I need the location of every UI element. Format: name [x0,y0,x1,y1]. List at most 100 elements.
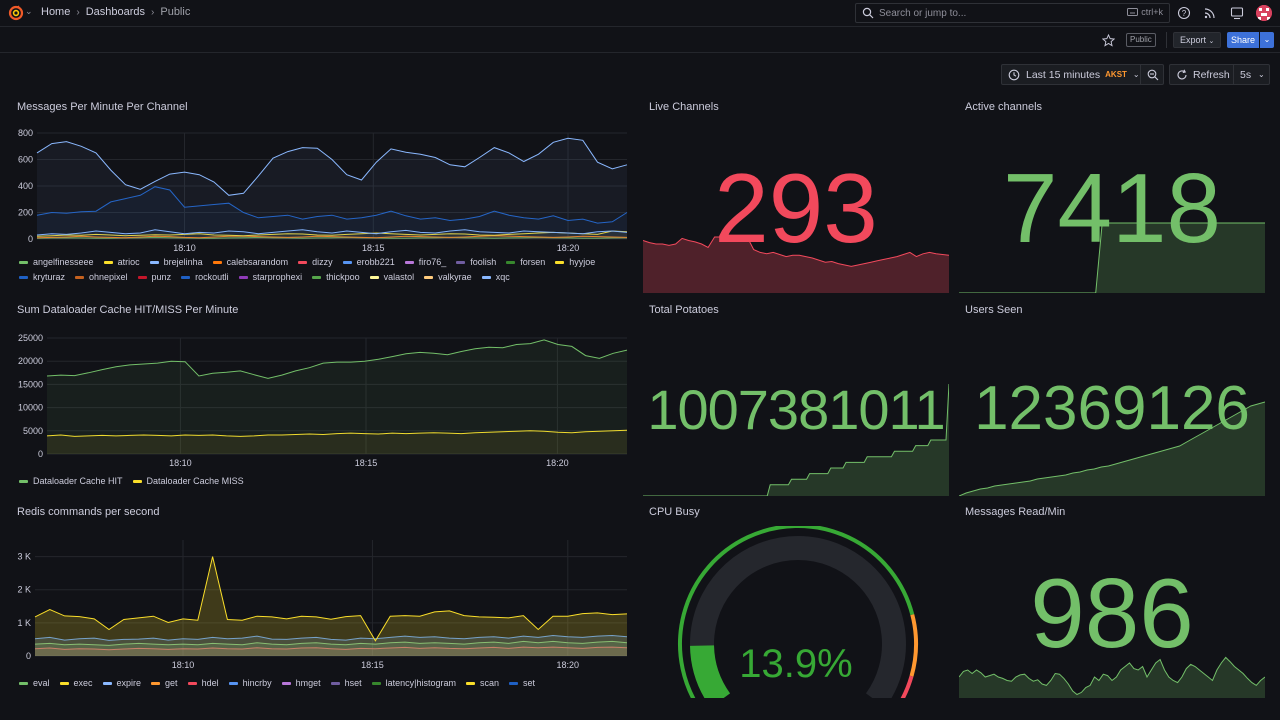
refresh-picker[interactable]: Refresh 5s ⌄ [1169,64,1270,85]
monitor-icon[interactable] [1230,6,1244,20]
legend-item-dataloader[interactable]: Dataloader Cache MISS [132,476,244,486]
chevron-down-icon[interactable]: ⌄ [25,6,33,16]
avatar[interactable] [1256,5,1272,21]
legend-label: firo76_ [418,257,447,267]
rss-icon[interactable] [1203,6,1217,20]
legend-item-redis[interactable]: hset [330,678,362,688]
series-line[interactable] [46,339,628,379]
legend-item-redis[interactable]: latency|histogram [371,678,456,688]
star-icon[interactable] [1102,34,1115,47]
legend-item-messages[interactable]: hyyjoe [555,257,595,267]
y-tick-label: 200 [18,208,33,218]
legend-item-messages[interactable]: punz [137,272,171,282]
y-tick-label: 600 [18,155,33,165]
search-box[interactable]: ctrl+k [855,3,1170,23]
legend-swatch [369,275,379,279]
sparkline-line [643,236,949,267]
messages-timeseries-chart[interactable]: 0 200 400 600 800 18:10 18:15 18:20 [17,125,629,257]
panel-active-channels[interactable]: Active channels 7418 [959,101,1265,293]
panel-dataloader-cache[interactable]: Sum Dataloader Cache HIT/MISS Per Minute… [17,304,629,494]
legend-swatch [75,275,85,279]
messages-read-sparkline [959,656,1265,698]
legend-item-redis[interactable]: exec [59,678,93,688]
legend-item-messages[interactable]: ohnepixel [75,272,128,282]
help-icon[interactable]: ? [1177,6,1191,20]
legend-label: get [165,678,178,688]
legend-item-messages[interactable]: valastol [369,272,414,282]
grafana-logo-icon[interactable] [8,5,24,21]
legend-swatch [59,681,69,685]
share-button[interactable]: Share [1227,32,1259,48]
export-button[interactable]: Export ⌄ [1173,32,1222,48]
legend-swatch [298,260,308,264]
legend-item-messages[interactable]: kryturaz [19,272,65,282]
panel-users-seen[interactable]: Users Seen 12369126 [959,304,1265,496]
legend-item-messages[interactable]: atrioc [103,257,140,267]
series-line[interactable] [34,634,628,641]
legend-item-messages[interactable]: erobb221 [342,257,395,267]
picker-divider [1140,65,1141,84]
share-menu-button[interactable]: ⌄ [1260,32,1274,48]
legend-item-messages[interactable]: foolish [456,257,496,267]
panel-total-potatoes[interactable]: Total Potatoes 1007381011 [643,304,949,496]
series-line[interactable] [34,646,628,651]
legend-item-messages[interactable]: forsen [506,257,545,267]
series-line[interactable] [36,137,628,196]
legend-item-redis[interactable]: scan [466,678,499,688]
series-line[interactable] [34,640,628,646]
legend-item-dataloader[interactable]: Dataloader Cache HIT [19,476,123,486]
legend-item-redis[interactable]: expire [102,678,141,688]
legend-label: valkyrae [438,272,472,282]
series-line[interactable] [36,230,628,237]
series-line[interactable] [36,236,628,239]
series-line[interactable] [36,186,628,224]
search-input[interactable] [879,7,1109,19]
sparkline-area [959,223,1265,293]
panel-cpu-busy[interactable]: CPU Busy 13.9% [643,506,949,698]
series-line[interactable] [34,556,628,642]
legend-item-redis[interactable]: hincrby [228,678,272,688]
zoom-out-icon[interactable] [1147,69,1159,81]
legend-item-messages[interactable]: thickpoo [312,272,360,282]
legend-swatch [481,275,491,279]
legend-item-messages[interactable]: brejelinha [149,257,203,267]
panel-live-channels[interactable]: Live Channels 293 [643,101,949,293]
legend-item-messages[interactable]: valkyrae [424,272,472,282]
panel-messages-per-minute[interactable]: Messages Per Minute Per Channel 0 200 400 6… [17,101,629,291]
legend-item-messages[interactable]: angelfinesseee [19,257,94,267]
legend-item-redis[interactable]: set [509,678,535,688]
legend-swatch [371,681,381,685]
breadcrumb-home[interactable]: Home [41,6,71,18]
legend-item-redis[interactable]: get [151,678,178,688]
breadcrumb-dashboards[interactable]: Dashboards [85,6,146,18]
legend-item-redis[interactable]: eval [19,678,50,688]
users-seen-sparkline [959,401,1265,496]
legend-item-messages[interactable]: dizzy [298,257,333,267]
legend-label: brejelinha [163,257,203,267]
sparkline-area [643,237,949,293]
legend-item-messages[interactable]: starprophexi [238,272,302,282]
panel-redis-commands[interactable]: Redis commands per second 0 1 K 2 K 3 K 18:1… [17,506,629,696]
legend-item-messages[interactable]: rockoutli [181,272,229,282]
refresh-button-label[interactable]: Refresh [1193,68,1230,81]
y-tick-label: 800 [18,128,33,138]
series-line[interactable] [36,229,628,236]
legend-swatch [187,681,197,685]
legend-swatch [102,681,112,685]
redis-timeseries-chart[interactable]: 0 1 K 2 K 3 K 18:10 18:15 18:20 [17,532,629,674]
legend-label: Dataloader Cache HIT [33,476,123,486]
legend-item-redis[interactable]: hdel [187,678,219,688]
time-range-picker[interactable]: Last 15 minutes AKST ⌄ [1001,64,1164,85]
legend-item-messages[interactable]: calebsarandom [212,257,288,267]
series-line[interactable] [46,429,628,437]
dataloader-timeseries-chart[interactable]: 0 5000 10000 15000 20000 25000 18:10 18:15 18:20 [17,330,629,472]
legend-item-messages[interactable]: firo76_ [404,257,447,267]
refresh-interval[interactable]: 5s [1240,69,1252,81]
legend-item-redis[interactable]: hmget [281,678,321,688]
panel-messages-read-min[interactable]: Messages Read/Min 986 [959,506,1265,698]
series-line[interactable] [36,235,628,239]
gauge-threshold-orange [909,614,918,677]
legend-label: dizzy [312,257,333,267]
y-tick-label: 0 [26,651,31,661]
legend-item-messages[interactable]: xqc [481,272,510,282]
